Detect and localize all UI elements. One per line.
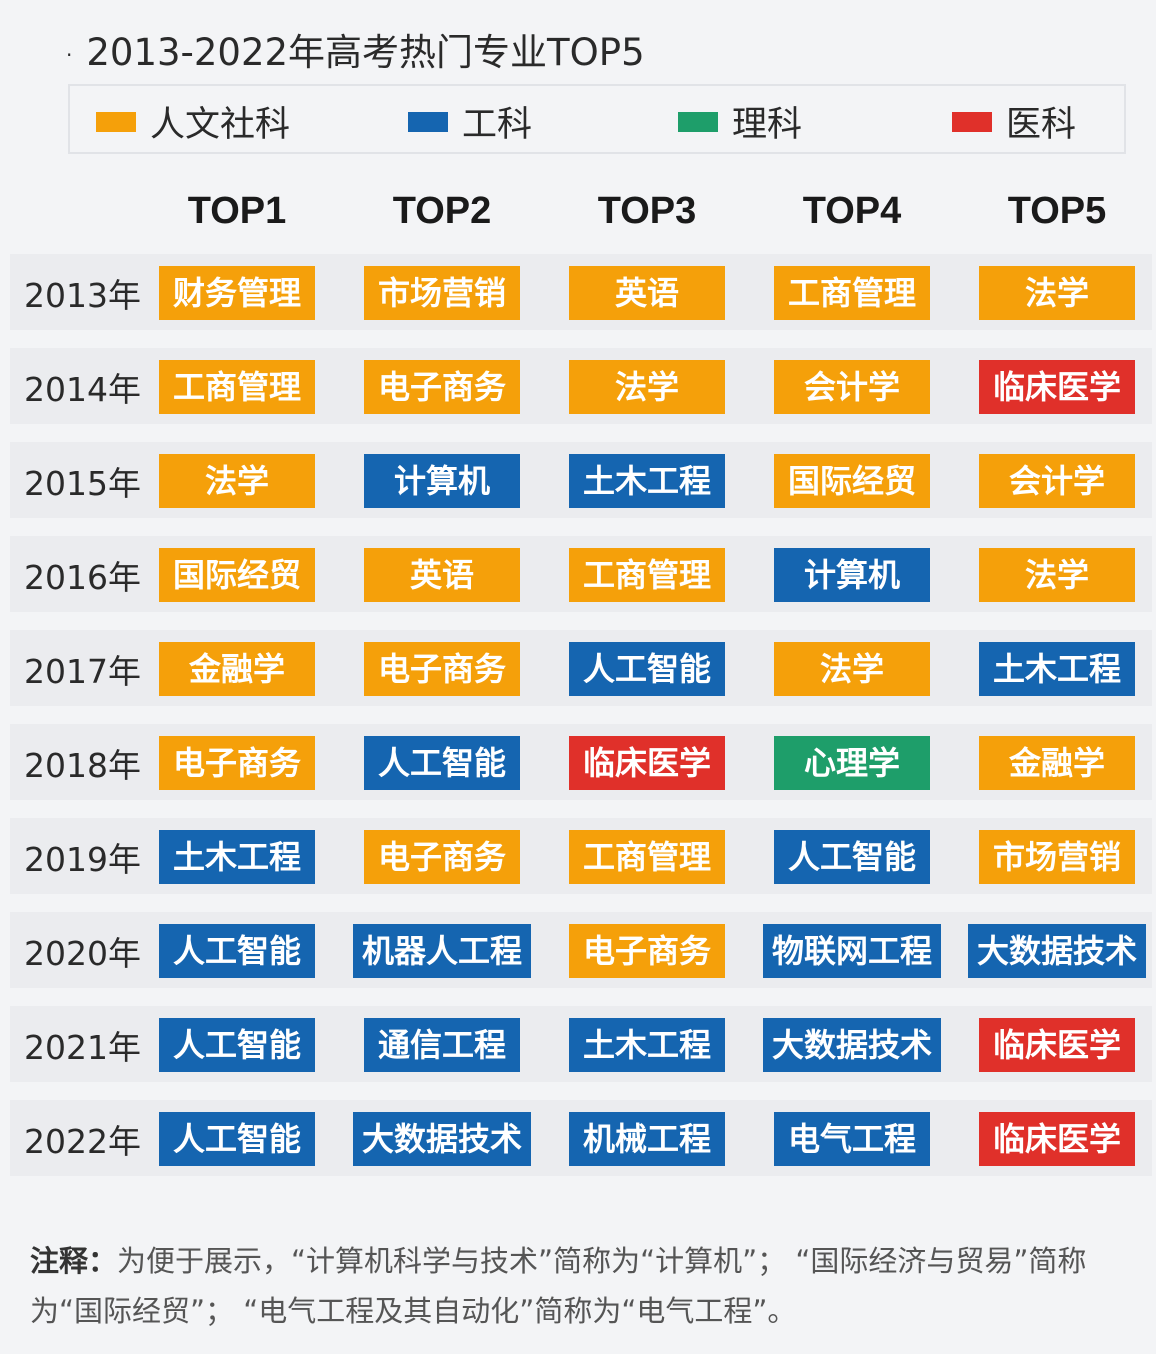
legend-label: 理科 (732, 105, 803, 145)
major-tag: 人工智能 (159, 1018, 315, 1072)
major-tag: 临床医学 (979, 1018, 1135, 1072)
title-text: 2013-2022年高考热门专业TOP5 (86, 31, 645, 74)
major-tag: 市场营销 (364, 266, 520, 320)
major-tag: 人工智能 (159, 924, 315, 978)
major-tag: 人工智能 (159, 1112, 315, 1166)
major-tag: 物联网工程 (763, 924, 941, 978)
table-row: 2015年 法学 计算机 土木工程 国际经贸 会计学 (10, 442, 1152, 518)
major-tag: 法学 (159, 454, 315, 508)
major-tag: 大数据技术 (968, 924, 1146, 978)
major-tag: 金融学 (979, 736, 1135, 790)
legend-swatch (408, 111, 448, 132)
major-tag: 土木工程 (569, 1018, 725, 1072)
major-tag: 法学 (979, 266, 1135, 320)
legend: 人文社科 工科 理科 医科 (68, 84, 1126, 154)
major-tag: 国际经贸 (774, 454, 930, 508)
legend-swatch (952, 111, 992, 132)
major-tag: 大数据技术 (353, 1112, 531, 1166)
legend-item: 理科 (678, 96, 802, 147)
legend-item: 医科 (952, 96, 1076, 147)
page-title: · 2013-2022年高考热门专业TOP5 (66, 22, 645, 76)
year-label: 2020年 (24, 934, 141, 973)
table-row: 2019年 土木工程 电子商务 工商管理 人工智能 市场营销 (10, 818, 1152, 894)
footnote: 注释：为便于展示，“计算机科学与技术”简称为“计算机”； “国际经济与贸易”简称… (30, 1236, 1140, 1336)
major-tag: 临床医学 (979, 1112, 1135, 1166)
major-tag: 英语 (569, 266, 725, 320)
major-tag: 通信工程 (364, 1018, 520, 1072)
major-tag: 工商管理 (159, 360, 315, 414)
major-tag: 人工智能 (364, 736, 520, 790)
footnote-label: 注释： (30, 1244, 118, 1278)
major-tag: 计算机 (774, 548, 930, 602)
major-tag: 法学 (569, 360, 725, 414)
year-label: 2021年 (24, 1028, 141, 1067)
major-tag: 电气工程 (774, 1112, 930, 1166)
table-row: 2021年 人工智能 通信工程 土木工程 大数据技术 临床医学 (10, 1006, 1152, 1082)
legend-item: 人文社科 (96, 96, 290, 147)
major-tag: 电子商务 (159, 736, 315, 790)
major-tag: 机械工程 (569, 1112, 725, 1166)
major-tag: 临床医学 (979, 360, 1135, 414)
major-tag: 机器人工程 (353, 924, 531, 978)
legend-label: 医科 (1006, 105, 1077, 145)
column-header: TOP5 (1007, 190, 1107, 232)
column-header: TOP2 (392, 190, 492, 232)
major-tag: 英语 (364, 548, 520, 602)
major-tag: 土木工程 (979, 642, 1135, 696)
year-label: 2013年 (24, 276, 141, 315)
major-tag: 电子商务 (364, 360, 520, 414)
major-tag: 市场营销 (979, 830, 1135, 884)
table-row: 2017年 金融学 电子商务 人工智能 法学 土木工程 (10, 630, 1152, 706)
major-tag: 财务管理 (159, 266, 315, 320)
major-tag: 电子商务 (569, 924, 725, 978)
legend-swatch (678, 111, 718, 132)
bullet-dot: · (66, 42, 73, 67)
major-tag: 会计学 (979, 454, 1135, 508)
column-header: TOP1 (187, 190, 287, 232)
legend-label: 人文社科 (150, 105, 291, 145)
major-tag: 人工智能 (774, 830, 930, 884)
major-tag: 工商管理 (774, 266, 930, 320)
year-label: 2022年 (24, 1122, 141, 1161)
major-tag: 计算机 (364, 454, 520, 508)
legend-swatch (96, 111, 136, 132)
column-header: TOP3 (597, 190, 697, 232)
year-label: 2017年 (24, 652, 141, 691)
legend-label: 工科 (462, 105, 533, 145)
table-row: 2020年 人工智能 机器人工程 电子商务 物联网工程 大数据技术 (10, 912, 1152, 988)
major-tag: 临床医学 (569, 736, 725, 790)
major-tag: 国际经贸 (159, 548, 315, 602)
year-label: 2015年 (24, 464, 141, 503)
major-tag: 大数据技术 (763, 1018, 941, 1072)
major-tag: 电子商务 (364, 642, 520, 696)
table-row: 2018年 电子商务 人工智能 临床医学 心理学 金融学 (10, 724, 1152, 800)
table-row: 2013年 财务管理 市场营销 英语 工商管理 法学 (10, 254, 1152, 330)
legend-item: 工科 (408, 96, 532, 147)
major-tag: 会计学 (774, 360, 930, 414)
year-label: 2016年 (24, 558, 141, 597)
table-row: 2016年 国际经贸 英语 工商管理 计算机 法学 (10, 536, 1152, 612)
major-tag: 心理学 (774, 736, 930, 790)
year-label: 2014年 (24, 370, 141, 409)
major-tag: 金融学 (159, 642, 315, 696)
column-header: TOP4 (802, 190, 902, 232)
major-tag: 人工智能 (569, 642, 725, 696)
major-tag: 法学 (979, 548, 1135, 602)
footnote-text: 为便于展示，“计算机科学与技术”简称为“计算机”； “国际经济与贸易”简称为“国… (30, 1244, 1087, 1328)
major-tag: 工商管理 (569, 548, 725, 602)
major-tag: 土木工程 (159, 830, 315, 884)
table-row: 2014年 工商管理 电子商务 法学 会计学 临床医学 (10, 348, 1152, 424)
major-tag: 工商管理 (569, 830, 725, 884)
table-row: 2022年 人工智能 大数据技术 机械工程 电气工程 临床医学 (10, 1100, 1152, 1176)
year-label: 2018年 (24, 746, 141, 785)
major-tag: 法学 (774, 642, 930, 696)
year-label: 2019年 (24, 840, 141, 879)
major-tag: 土木工程 (569, 454, 725, 508)
major-tag: 电子商务 (364, 830, 520, 884)
